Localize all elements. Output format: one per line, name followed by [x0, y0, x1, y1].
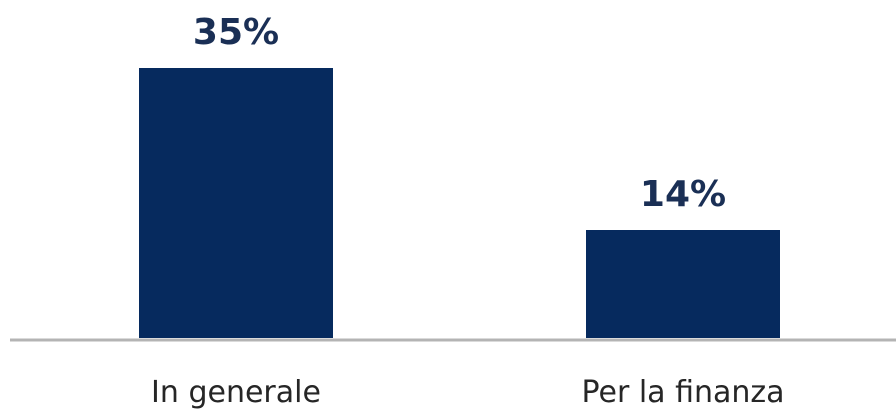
category-labels-group: In generale Per la finanza: [151, 375, 784, 410]
value-labels-group: 35% 14%: [193, 12, 726, 215]
category-label-1: Per la finanza: [581, 375, 784, 410]
category-label-0: In generale: [151, 375, 321, 410]
bars-group: [139, 68, 780, 338]
bar-1: [586, 230, 780, 338]
bar-value-label-1: 14%: [640, 174, 726, 215]
bar-value-label-0: 35%: [193, 12, 279, 53]
bar-0: [139, 68, 333, 338]
